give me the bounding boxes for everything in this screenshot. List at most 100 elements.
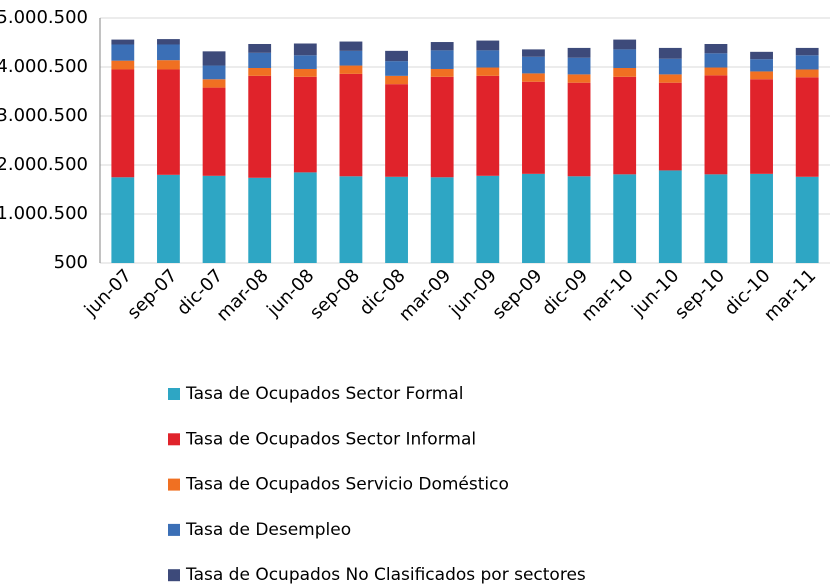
bar-segment <box>430 76 454 178</box>
x-tick-label: sep-08 <box>306 265 364 323</box>
bar-segment <box>248 177 272 263</box>
bar-segment <box>476 50 500 68</box>
bar-segment <box>704 53 728 68</box>
bar-segment <box>385 75 408 85</box>
bar-segment <box>157 69 180 175</box>
bar-segment <box>567 74 591 83</box>
bar-segment <box>293 55 317 69</box>
bar-segment <box>157 174 180 263</box>
bar-segment <box>293 172 317 263</box>
bar-segment <box>750 59 773 72</box>
bar-segment <box>293 76 317 173</box>
bar-segment <box>248 52 272 69</box>
bar-segment <box>111 177 135 263</box>
x-tick-label: mar-10 <box>577 265 637 325</box>
bar-segment <box>795 77 819 177</box>
bar-segment <box>430 177 454 263</box>
y-tick-label: 3.000.500 <box>0 105 88 126</box>
legend-swatch <box>168 478 180 491</box>
legend-label: Tasa de Ocupados Sector Informal <box>185 429 476 449</box>
bar-segment <box>704 67 728 76</box>
bar-segment <box>750 51 773 60</box>
bar-segment <box>522 173 545 263</box>
bar-segment <box>658 170 682 263</box>
legend-swatch <box>168 523 180 536</box>
bar-segment <box>750 173 773 263</box>
bar-segment <box>202 87 226 176</box>
bar-segment <box>613 174 637 263</box>
bar-segment <box>567 82 591 177</box>
bar-segment <box>293 68 317 77</box>
bar-segment <box>704 174 728 263</box>
bar-segment <box>613 39 637 50</box>
bar-segment <box>157 44 180 61</box>
bar-segment <box>795 176 819 263</box>
bar-segment <box>522 56 545 74</box>
y-tick-label: 5.000.500 <box>0 7 88 28</box>
bar-segment <box>385 50 408 62</box>
bar-segment <box>339 50 363 66</box>
bar-segment <box>522 73 545 82</box>
legend-swatch <box>168 433 180 446</box>
bar-segment <box>339 73 363 177</box>
x-tick-label: mar-08 <box>212 265 272 325</box>
bar-segment <box>248 68 272 76</box>
bar-segment <box>795 55 819 70</box>
legend-swatch <box>168 569 180 582</box>
bar-segment <box>385 176 408 263</box>
bar-segment <box>430 68 454 77</box>
y-tick-label: 500 <box>54 252 88 273</box>
bar-segment <box>476 40 500 51</box>
bar-segment <box>385 84 408 177</box>
bar-segment <box>613 68 637 77</box>
bar-segment <box>613 76 637 175</box>
bar-segment <box>111 39 135 45</box>
bar-segment <box>248 43 272 53</box>
bar-segment <box>111 60 135 70</box>
bar-segment <box>157 60 180 70</box>
bar-segment <box>293 43 317 56</box>
bar-segment <box>202 65 226 80</box>
bar-segment <box>750 79 773 174</box>
legend-swatch <box>168 388 180 400</box>
x-tick-label: mar-11 <box>760 265 820 325</box>
bar-segment <box>567 47 591 58</box>
legend-label: Tasa de Ocupados No Clasificados por sec… <box>185 565 586 585</box>
bar-segment <box>385 61 408 76</box>
bar-segment <box>522 81 545 174</box>
legend-label: Tasa de Ocupados Sector Formal <box>185 384 464 404</box>
bar-segment <box>522 49 545 57</box>
x-tick-label: sep-07 <box>123 265 181 323</box>
legend-label: Tasa de Desempleo <box>185 520 351 540</box>
bar-segment <box>704 43 728 54</box>
bar-segment <box>795 47 819 56</box>
bar-segment <box>339 41 363 51</box>
bar-segment <box>567 57 591 75</box>
x-tick-label: sep-09 <box>488 265 546 323</box>
bar-segment <box>658 82 682 171</box>
bar-segment <box>157 39 180 45</box>
y-tick-label: 2.000.500 <box>0 154 88 175</box>
bar-segment <box>248 75 272 178</box>
bar-segment <box>430 42 454 51</box>
bar-segment <box>613 49 637 69</box>
bar-segment <box>111 69 135 178</box>
x-tick-label: mar-09 <box>395 265 455 325</box>
bar-segment <box>476 75 500 176</box>
y-tick-label: 4.000.500 <box>0 56 88 77</box>
bar-segment <box>430 50 454 69</box>
bar-segment <box>658 74 682 83</box>
bar-segment <box>658 47 682 59</box>
bar-segment <box>202 79 226 88</box>
bar-segment <box>795 69 819 78</box>
x-tick-label: sep-10 <box>671 265 729 323</box>
bar-segment <box>476 175 500 263</box>
bar-segment <box>476 67 500 76</box>
bar-segment <box>202 175 226 263</box>
bar-segment <box>339 176 363 263</box>
bar-segment <box>567 176 591 263</box>
bar-segment <box>111 44 135 61</box>
y-tick-label: 1.000.500 <box>0 203 88 224</box>
bar-segment <box>658 58 682 75</box>
